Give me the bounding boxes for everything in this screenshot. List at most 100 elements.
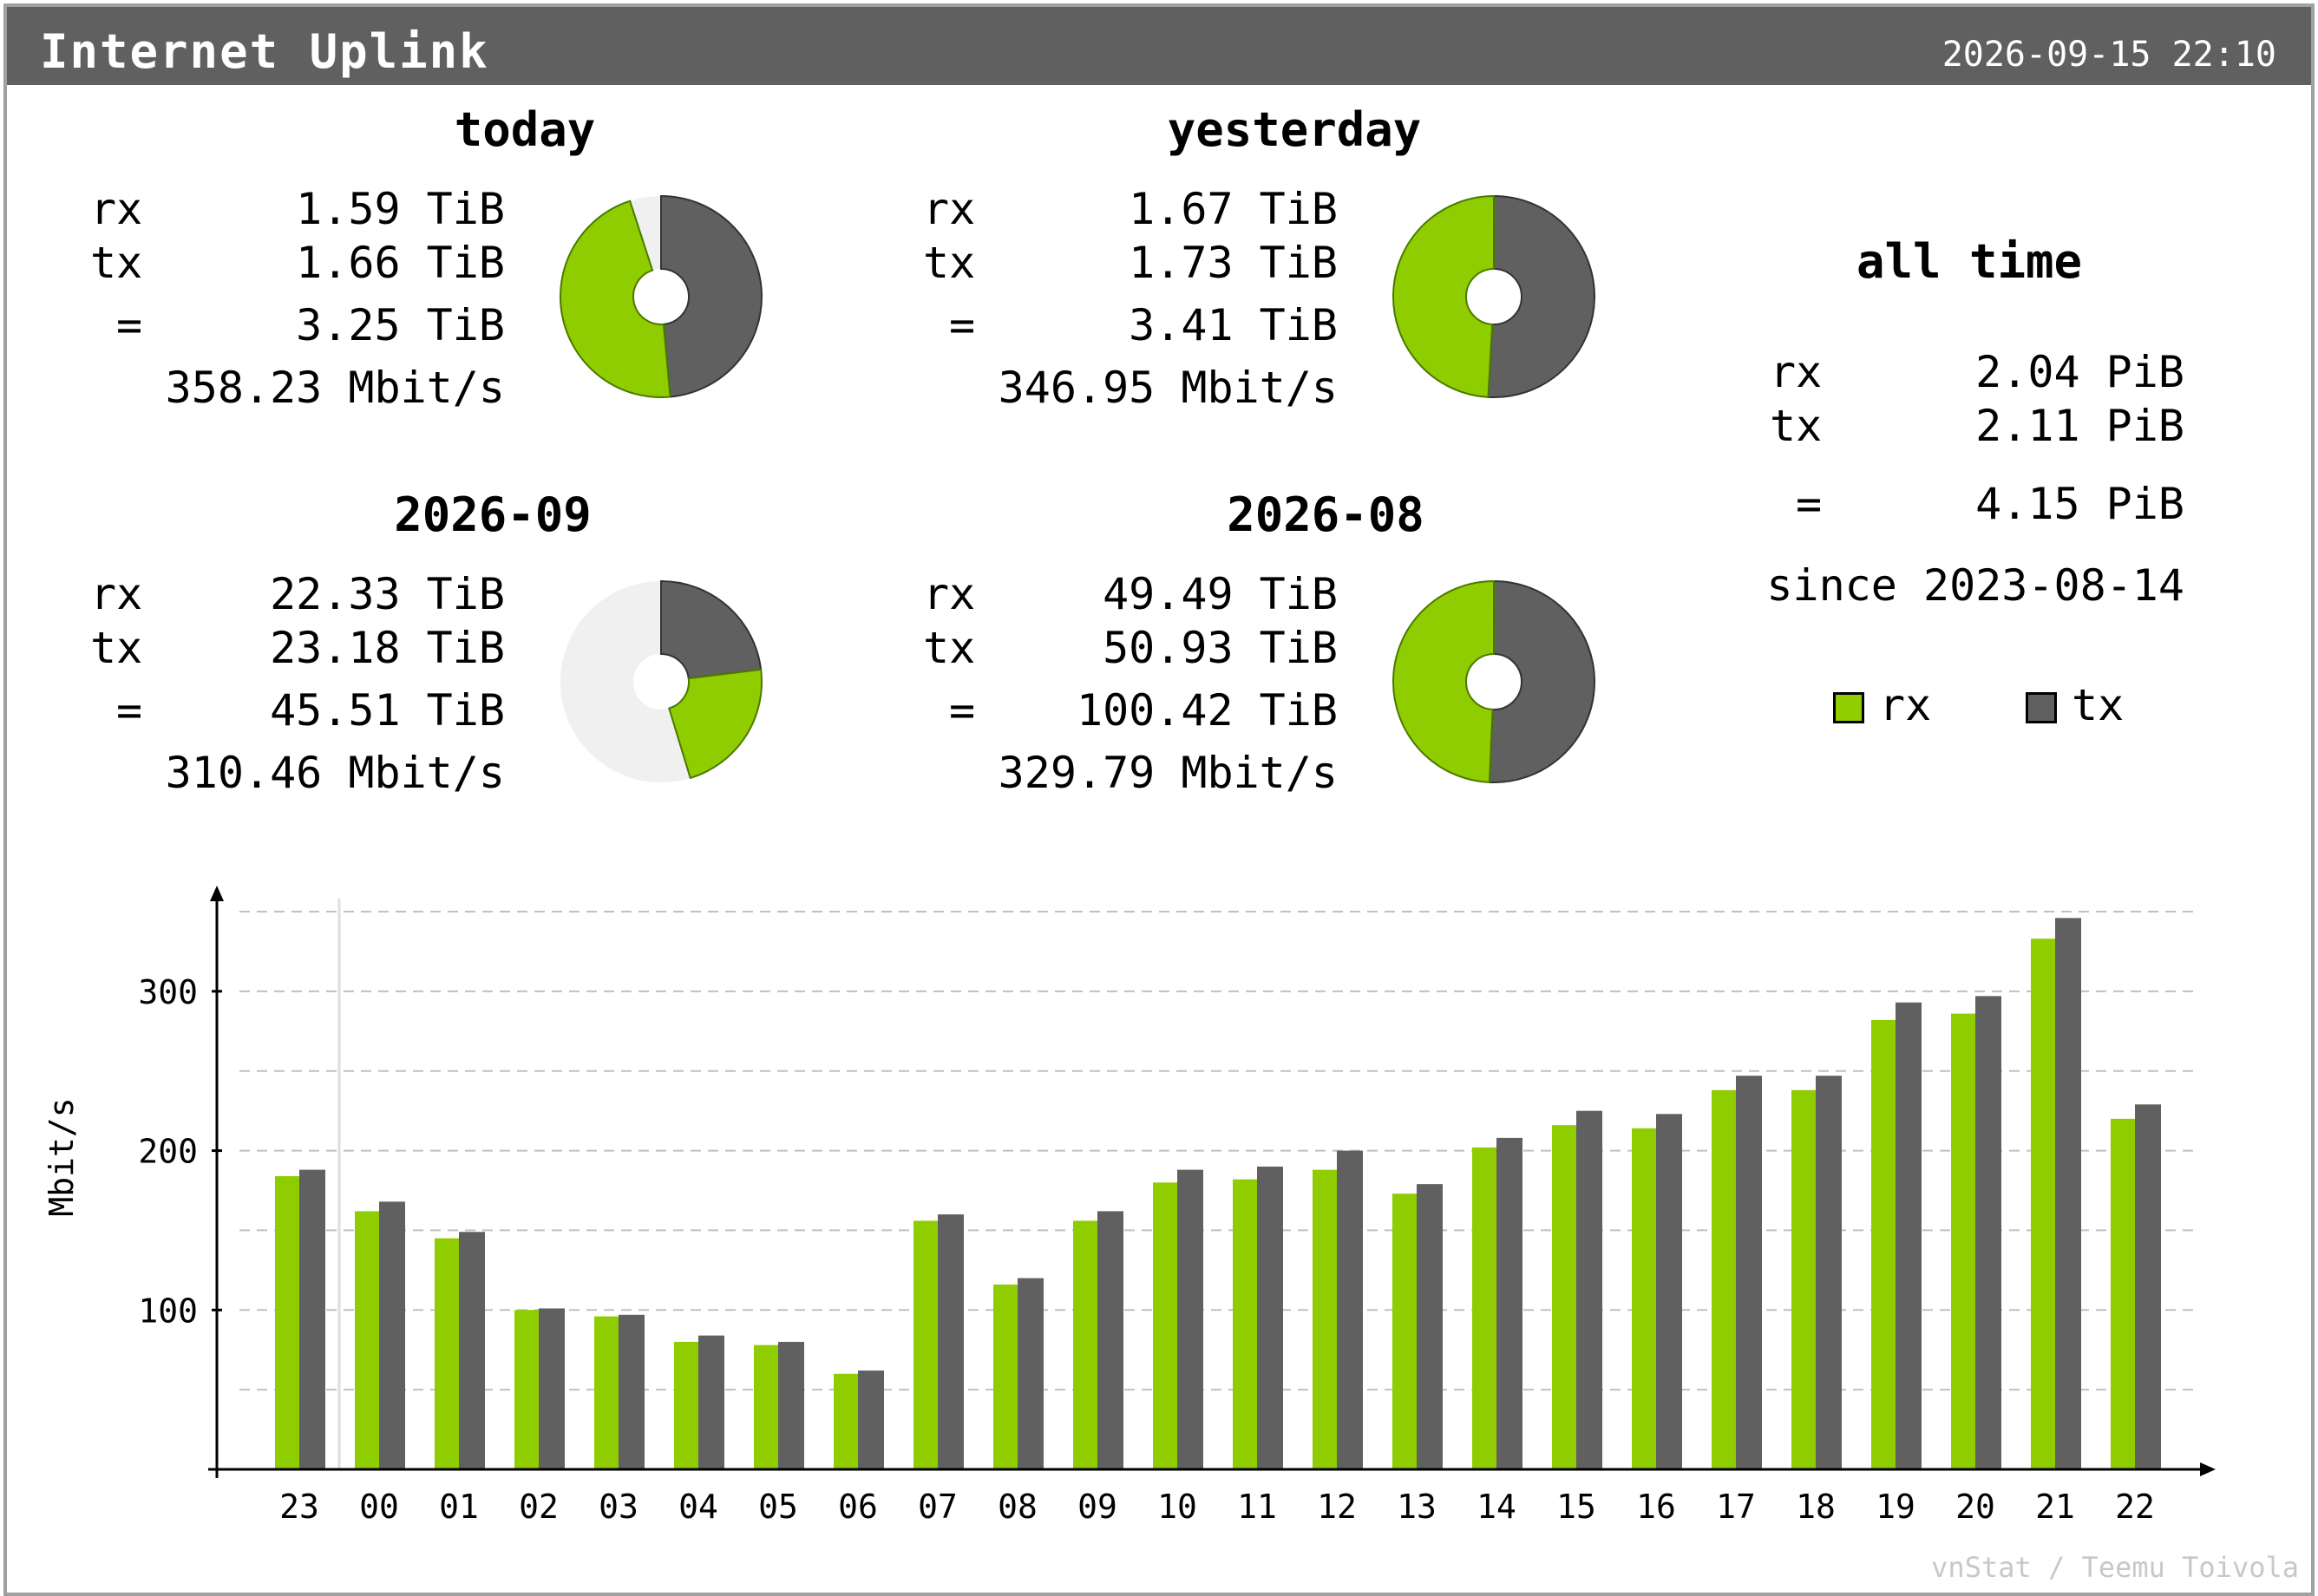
bar-rx-15 [1552,1125,1576,1469]
x-tick-label: 07 [918,1488,958,1526]
total-label: = [116,300,143,350]
x-tick-label: 04 [678,1488,718,1526]
bar-tx-16 [1656,1114,1682,1469]
legend-tx-swatch [2026,692,2057,723]
bar-tx-17 [1736,1076,1762,1469]
rx-value: 22.33 TiB [270,569,505,619]
footer-credit: vnStat / Teemu Toivola [1931,1551,2299,1584]
bar-tx-08 [1018,1278,1044,1469]
bar-rx-21 [2031,939,2055,1469]
timestamp: 2026-09-15 22:10 [1941,35,2276,75]
total-label: = [949,685,976,736]
bar-rx-08 [993,1284,1018,1469]
bar-rx-19 [1871,1019,1896,1469]
donut-today [560,194,763,398]
bar-rx-07 [913,1220,938,1469]
tx-label: tx [1770,401,1823,451]
bar-tx-20 [1975,996,2001,1469]
bar-rx-11 [1233,1179,1257,1469]
legend-tx-label: tx [2072,680,2125,730]
donut-yesterday [1392,194,1595,398]
rate-value: 358.23 Mbit/s [165,363,505,413]
donut-rx-slice [668,668,763,780]
donut-charts [560,194,1595,783]
bar-rx-13 [1392,1194,1417,1469]
x-tick-label: 16 [1636,1488,1676,1526]
bar-rx-23 [275,1175,299,1469]
tx-value: 1.73 TiB [1129,238,1338,288]
donut-tx-slice [1488,579,1595,783]
bar-tx-03 [619,1314,645,1469]
y-tick-label: 300 [138,973,198,1011]
x-tick-label: 22 [2115,1488,2155,1526]
bar-tx-12 [1337,1150,1363,1469]
legend-rx-label: rx [1879,680,1932,730]
donut-rx-slice [1392,194,1496,398]
y-axis-arrow [210,886,224,901]
tx-value: 50.93 TiB [1103,623,1338,673]
bar-rx-05 [754,1344,778,1469]
bar-tx-10 [1177,1169,1203,1469]
x-tick-label: 11 [1237,1488,1277,1526]
x-tick-label: 17 [1716,1488,1756,1526]
bar-tx-11 [1257,1166,1283,1469]
bar-rx-18 [1791,1089,1816,1469]
rx-value: 49.49 TiB [1103,569,1338,619]
rx-label: rx [923,569,976,619]
bar-tx-00 [379,1201,405,1469]
bar-rx-01 [435,1238,459,1469]
bar-rx-17 [1712,1089,1736,1469]
rate-value: 329.79 Mbit/s [998,748,1338,798]
donut-month_current [560,579,763,782]
bar-rx-02 [514,1310,539,1469]
x-tick-label: 18 [1796,1488,1836,1526]
all-time-total-value: 4.15 PiB [1975,479,2184,529]
hourly-bar-chart: 23 00 01 02 03 04 05 06 07 08 09 10 11 12 13 14 15 16 17 18… [43,886,2216,1526]
summary-title: today [454,102,596,157]
x-tick-label: 23 [279,1488,319,1526]
app-title: Internet Uplink [40,24,489,79]
x-tick-label: 05 [758,1488,798,1526]
bar-rx-06 [834,1373,858,1469]
x-tick-label: 21 [2035,1488,2075,1526]
total-label: = [949,300,976,350]
y-axis-label: Mbit/s [43,1097,81,1216]
donut-tx-slice [1487,194,1595,398]
tx-label: tx [923,238,976,288]
x-tick-label: 19 [1876,1488,1915,1526]
bar-tx-23 [299,1169,325,1469]
y-tick-label: 100 [138,1292,198,1330]
tx-value: 23.18 TiB [270,623,505,673]
bar-tx-06 [858,1370,884,1469]
legend-rx-swatch [1833,692,1864,723]
tx-label: tx [90,238,143,288]
x-axis-arrow [2200,1462,2216,1476]
summary-title: 2026-09 [394,487,592,542]
rx-label: rx [923,184,976,234]
x-tick-label: 20 [1955,1488,1995,1526]
total-label: = [1796,479,1823,529]
all-time-rx-value: 2.04 PiB [1975,347,2184,397]
rx-label: rx [1770,347,1823,397]
donut-rx-slice [560,200,671,398]
x-tick-label: 13 [1397,1488,1437,1526]
rx-value: 1.67 TiB [1129,184,1338,234]
donut-month_previous [1392,579,1595,783]
x-tick-label: 03 [599,1488,638,1526]
rate-value: 346.95 Mbit/s [998,363,1338,413]
total-value: 3.25 TiB [296,300,505,350]
x-tick-label: 10 [1157,1488,1197,1526]
bar-tx-02 [539,1308,565,1469]
all-time-tx-value: 2.11 PiB [1975,401,2184,451]
x-tick-label: 12 [1317,1488,1357,1526]
rx-label: rx [90,184,143,234]
bar-tx-21 [2055,918,2081,1469]
bar-rx-09 [1073,1220,1097,1469]
bar-tx-19 [1896,1002,1922,1469]
total-value: 45.51 TiB [270,685,505,736]
x-tick-label: 06 [838,1488,878,1526]
donut-tx-slice [660,579,763,680]
bar-rx-00 [355,1211,379,1469]
bar-tx-05 [778,1342,804,1469]
